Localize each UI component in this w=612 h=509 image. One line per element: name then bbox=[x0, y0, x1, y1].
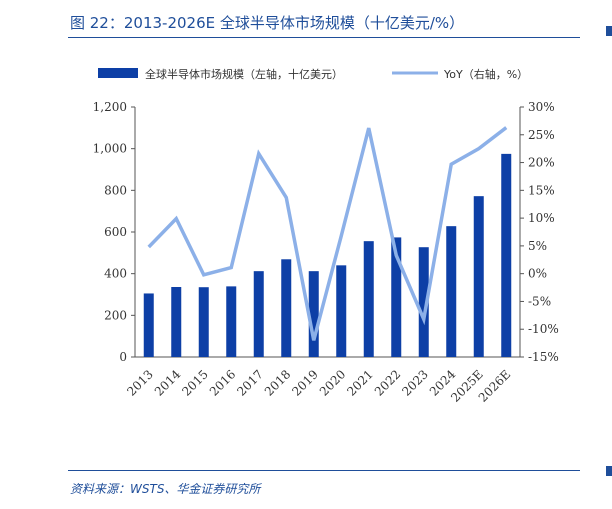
bar-2013 bbox=[143, 293, 154, 357]
axes: 0 200 400 600 800 1,000 1,200 -15% -10% -5% 0% 5% 10… bbox=[93, 100, 559, 364]
yoy-line-path bbox=[147, 126, 508, 341]
edge-marker-bottom bbox=[606, 466, 612, 476]
x-tick-label: 2017 bbox=[234, 367, 265, 398]
source-rule bbox=[68, 470, 580, 471]
x-tick-label: 2014 bbox=[152, 367, 184, 399]
right-tick-label: -15% bbox=[528, 350, 559, 364]
left-tick-label: 400 bbox=[104, 267, 127, 281]
bar-2022 bbox=[391, 237, 402, 357]
bar-2026E bbox=[501, 153, 512, 357]
x-tick-label: 2023 bbox=[399, 367, 430, 398]
x-tick-label: 2018 bbox=[262, 367, 293, 398]
bar-2015 bbox=[198, 287, 209, 357]
bar-2014 bbox=[171, 287, 182, 357]
right-tick-label: 10% bbox=[528, 211, 555, 225]
legend: 全球半导体市场规模（左轴，十亿美元） YoY（右轴，%） bbox=[98, 67, 528, 81]
legend-bar-label: 全球半导体市场规模（左轴，十亿美元） bbox=[145, 67, 343, 81]
bar-2021 bbox=[363, 241, 374, 357]
left-tick-label: 1,000 bbox=[93, 142, 127, 156]
x-tick-label: 2019 bbox=[289, 367, 320, 398]
bar-2019 bbox=[308, 271, 319, 357]
bar-2025E bbox=[473, 196, 484, 357]
bar-2017 bbox=[253, 271, 264, 357]
source-note: 资料来源：WSTS、华金证券研究所 bbox=[70, 482, 261, 496]
left-tick-label: 600 bbox=[104, 225, 127, 239]
legend-line-label: YoY（右轴，%） bbox=[443, 67, 528, 81]
x-tick-label: 2016 bbox=[207, 367, 238, 398]
x-tick-label: 2020 bbox=[317, 367, 348, 398]
right-tick-label: 25% bbox=[528, 128, 555, 142]
edge-marker-top bbox=[606, 26, 612, 36]
bars bbox=[143, 153, 512, 357]
right-tick-label: 5% bbox=[528, 239, 547, 253]
left-tick-label: 1,200 bbox=[93, 100, 127, 114]
right-tick-label: 15% bbox=[528, 183, 555, 197]
x-tick-label: 2013 bbox=[124, 367, 155, 398]
x-tick-label: 2022 bbox=[372, 367, 403, 398]
right-tick-label: 0% bbox=[528, 267, 547, 281]
left-tick-label: 0 bbox=[119, 350, 127, 364]
bar-2023 bbox=[418, 247, 429, 357]
right-tick-label: 30% bbox=[528, 100, 555, 114]
x-tick-label: 2021 bbox=[344, 367, 375, 398]
bar-2024 bbox=[446, 226, 457, 357]
figure-title: 图 22：2013-2026E 全球半导体市场规模（十亿美元/%） bbox=[70, 14, 465, 32]
right-tick-label: -5% bbox=[528, 294, 551, 308]
yoy-line bbox=[147, 126, 508, 341]
left-tick-label: 200 bbox=[104, 308, 127, 322]
right-tick-label: 20% bbox=[528, 156, 555, 170]
bar-2016 bbox=[226, 286, 237, 357]
bar-2018 bbox=[281, 259, 292, 357]
x-tick-label: 2015 bbox=[179, 367, 210, 398]
x-tick-labels: 2013201420152016201720182019202020212022… bbox=[124, 367, 513, 405]
right-tick-label: -10% bbox=[528, 322, 559, 336]
bar-2020 bbox=[336, 265, 347, 357]
legend-bar-swatch bbox=[98, 68, 138, 78]
title-rule bbox=[68, 37, 580, 38]
left-tick-label: 800 bbox=[104, 183, 127, 197]
